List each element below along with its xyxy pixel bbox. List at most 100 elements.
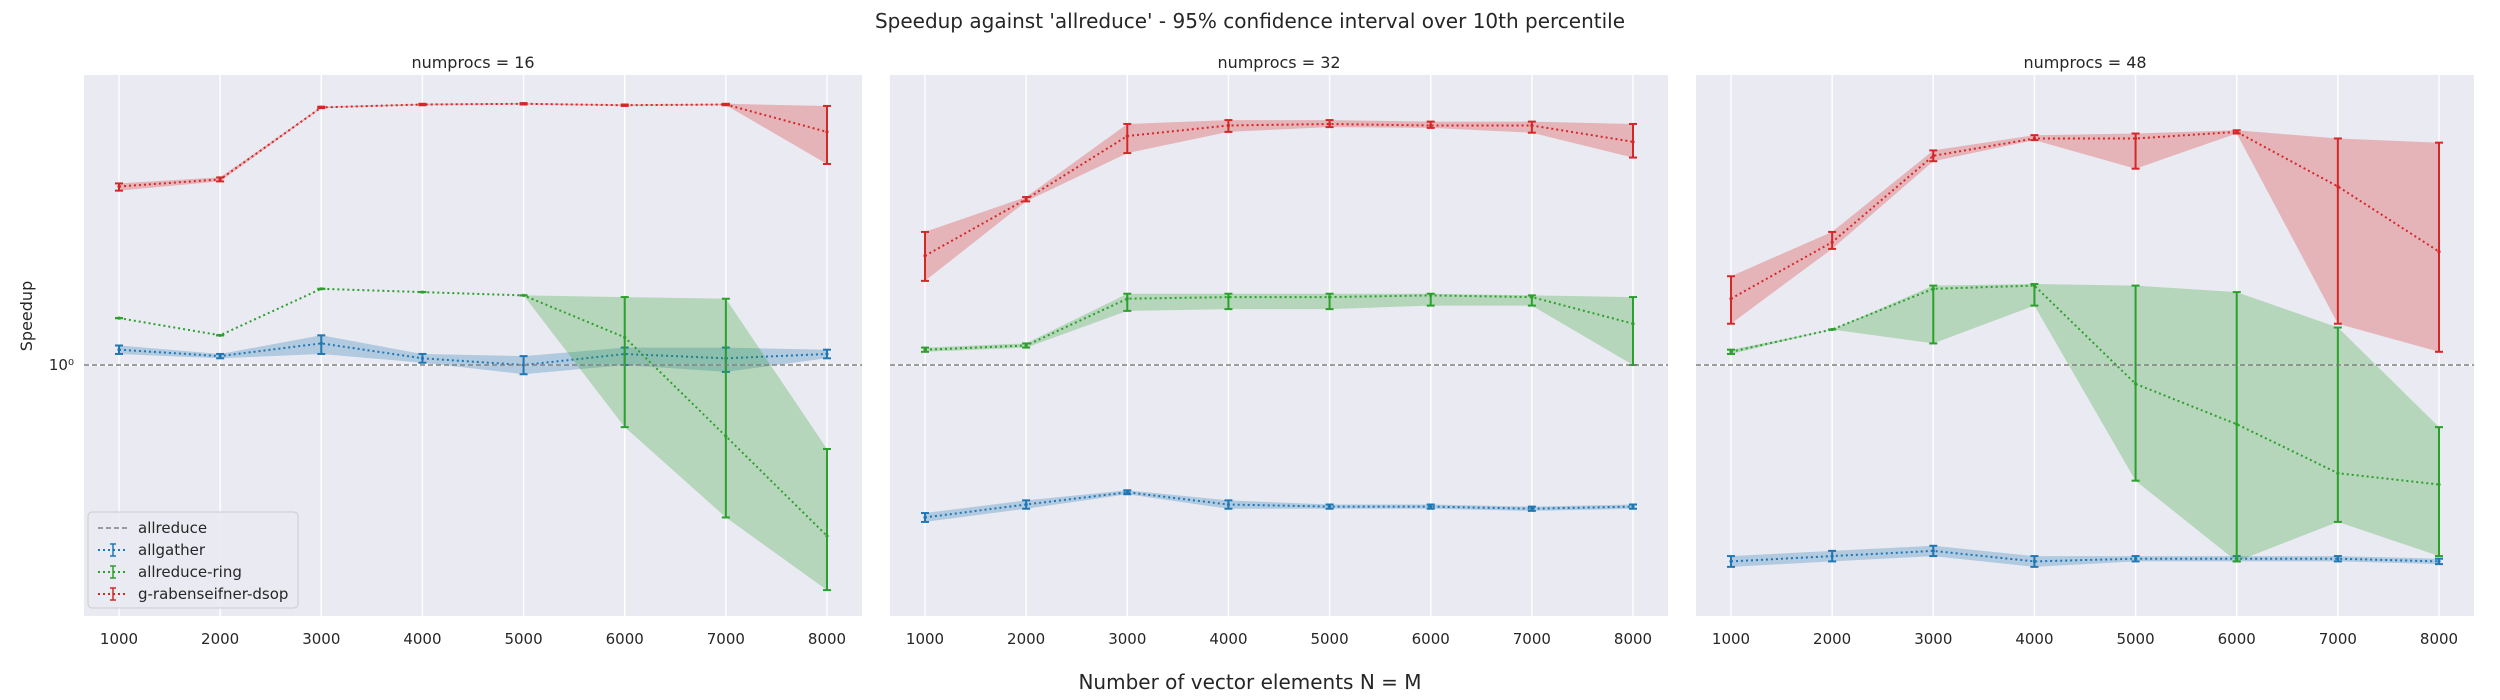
error-bar [2435,426,2443,558]
error-bar [823,448,831,592]
error-bar [2232,129,2241,135]
x-tick-label: 5000 [1310,630,1348,648]
error-bar [2030,134,2039,142]
legend-label: allreduce-ring [138,563,242,581]
x-tick-label: 8000 [808,630,846,648]
data-point [319,287,323,291]
data-point [117,316,121,320]
x-tick-label: 2000 [201,630,239,648]
x-tick-label: 6000 [2218,630,2256,648]
x-tick-label: 3000 [302,630,340,648]
data-point [1830,554,1834,558]
confidence-band [119,103,827,191]
data-point [2336,184,2340,189]
error-bar [1325,292,1334,311]
plot-area [890,75,1668,616]
error-bar [1527,505,1536,512]
error-bar [823,348,831,360]
data-point [420,102,425,107]
data-point [1125,297,1129,301]
legend-box [87,511,299,609]
error-bar [1727,275,1735,325]
error-bar [921,230,929,282]
confidence-band [1731,130,2439,352]
data-point [1327,505,1332,509]
error-bar [1426,292,1435,307]
panel-title: numprocs = 32 [1217,53,1340,72]
legend-label: allreduce [138,519,207,537]
error-bar [418,290,427,294]
plot-area [1696,75,2474,616]
error-bar [721,102,730,107]
data-point [1024,343,1028,348]
error-bar [620,296,629,429]
error-bar [115,182,123,192]
data-point [521,102,526,106]
data-point [2437,559,2441,564]
data-point [2437,250,2441,254]
error-bar [823,104,831,165]
error-bar [1123,122,1132,155]
error-bar [1828,230,1837,250]
series-line [118,342,828,367]
x-tick-label: 3000 [1914,630,1952,648]
y-tick-label: 10⁰ [49,356,74,374]
data-point [420,290,425,294]
data-point [825,534,829,538]
error-bar [216,176,225,183]
error-bar [317,105,326,110]
data-point [1729,350,1733,354]
error-bar [1828,549,1837,563]
x-tick-label: 7000 [2319,630,2357,648]
data-point [218,354,222,358]
series-g-rabenseifner-dsop [115,102,831,192]
data-point [218,177,222,182]
data-point [1729,559,1733,564]
error-bar [1929,544,1938,558]
legend-item-allreduce: allreduce [98,519,207,537]
legend-item-allgather: allgather [98,541,206,559]
data-point [1125,134,1129,138]
x-tick-label: 1000 [100,630,138,648]
error-bar [921,346,929,353]
y-axis-label: Speedup [17,281,36,351]
confidence-band [1731,545,2439,567]
error-bar [2232,291,2241,563]
error-bar [1325,503,1334,510]
data-point [2437,482,2441,487]
error-bar [115,344,123,355]
error-bar [317,334,326,355]
error-bar [216,333,225,337]
chart-title: Speedup against 'allreduce' - 95% confid… [875,9,1625,33]
x-tick-label: 2000 [1007,630,1045,648]
error-bar [1527,294,1536,307]
data-point [724,434,728,438]
error-bar [2131,555,2140,563]
data-point [923,254,927,258]
error-bar [1123,292,1132,312]
error-bar [2030,283,2039,307]
error-bar [1224,119,1233,133]
panel-title: numprocs = 48 [2023,53,2146,72]
legend-label: allgather [138,541,206,559]
error-bar [1828,327,1837,332]
panel-3: numprocs = 48 1000 2000 3000 4000 5000 6000 700… [1696,53,2474,648]
x-tick-label: 8000 [2420,630,2458,648]
data-point [1830,327,1834,332]
error-bar [418,102,427,107]
x-tick-label: 7000 [707,630,745,648]
error-bar [1022,196,1031,203]
data-point [1024,502,1028,507]
panels-container: numprocs = 16 1000 2000 3000 4000 5000 6000 700… [49,53,2474,648]
panel-2: numprocs = 32 1000 2000 3000 4000 5000 6000 700… [890,53,1668,648]
x-tick-label: 1000 [906,630,944,648]
error-bar [2333,555,2342,563]
data-point [623,103,627,107]
series-line [118,287,828,537]
data-point [1429,293,1433,297]
data-point [1327,122,1332,126]
series-g-rabenseifner-dsop [921,119,1637,282]
x-tick-label: 1000 [1712,630,1750,648]
data-point [623,335,627,339]
